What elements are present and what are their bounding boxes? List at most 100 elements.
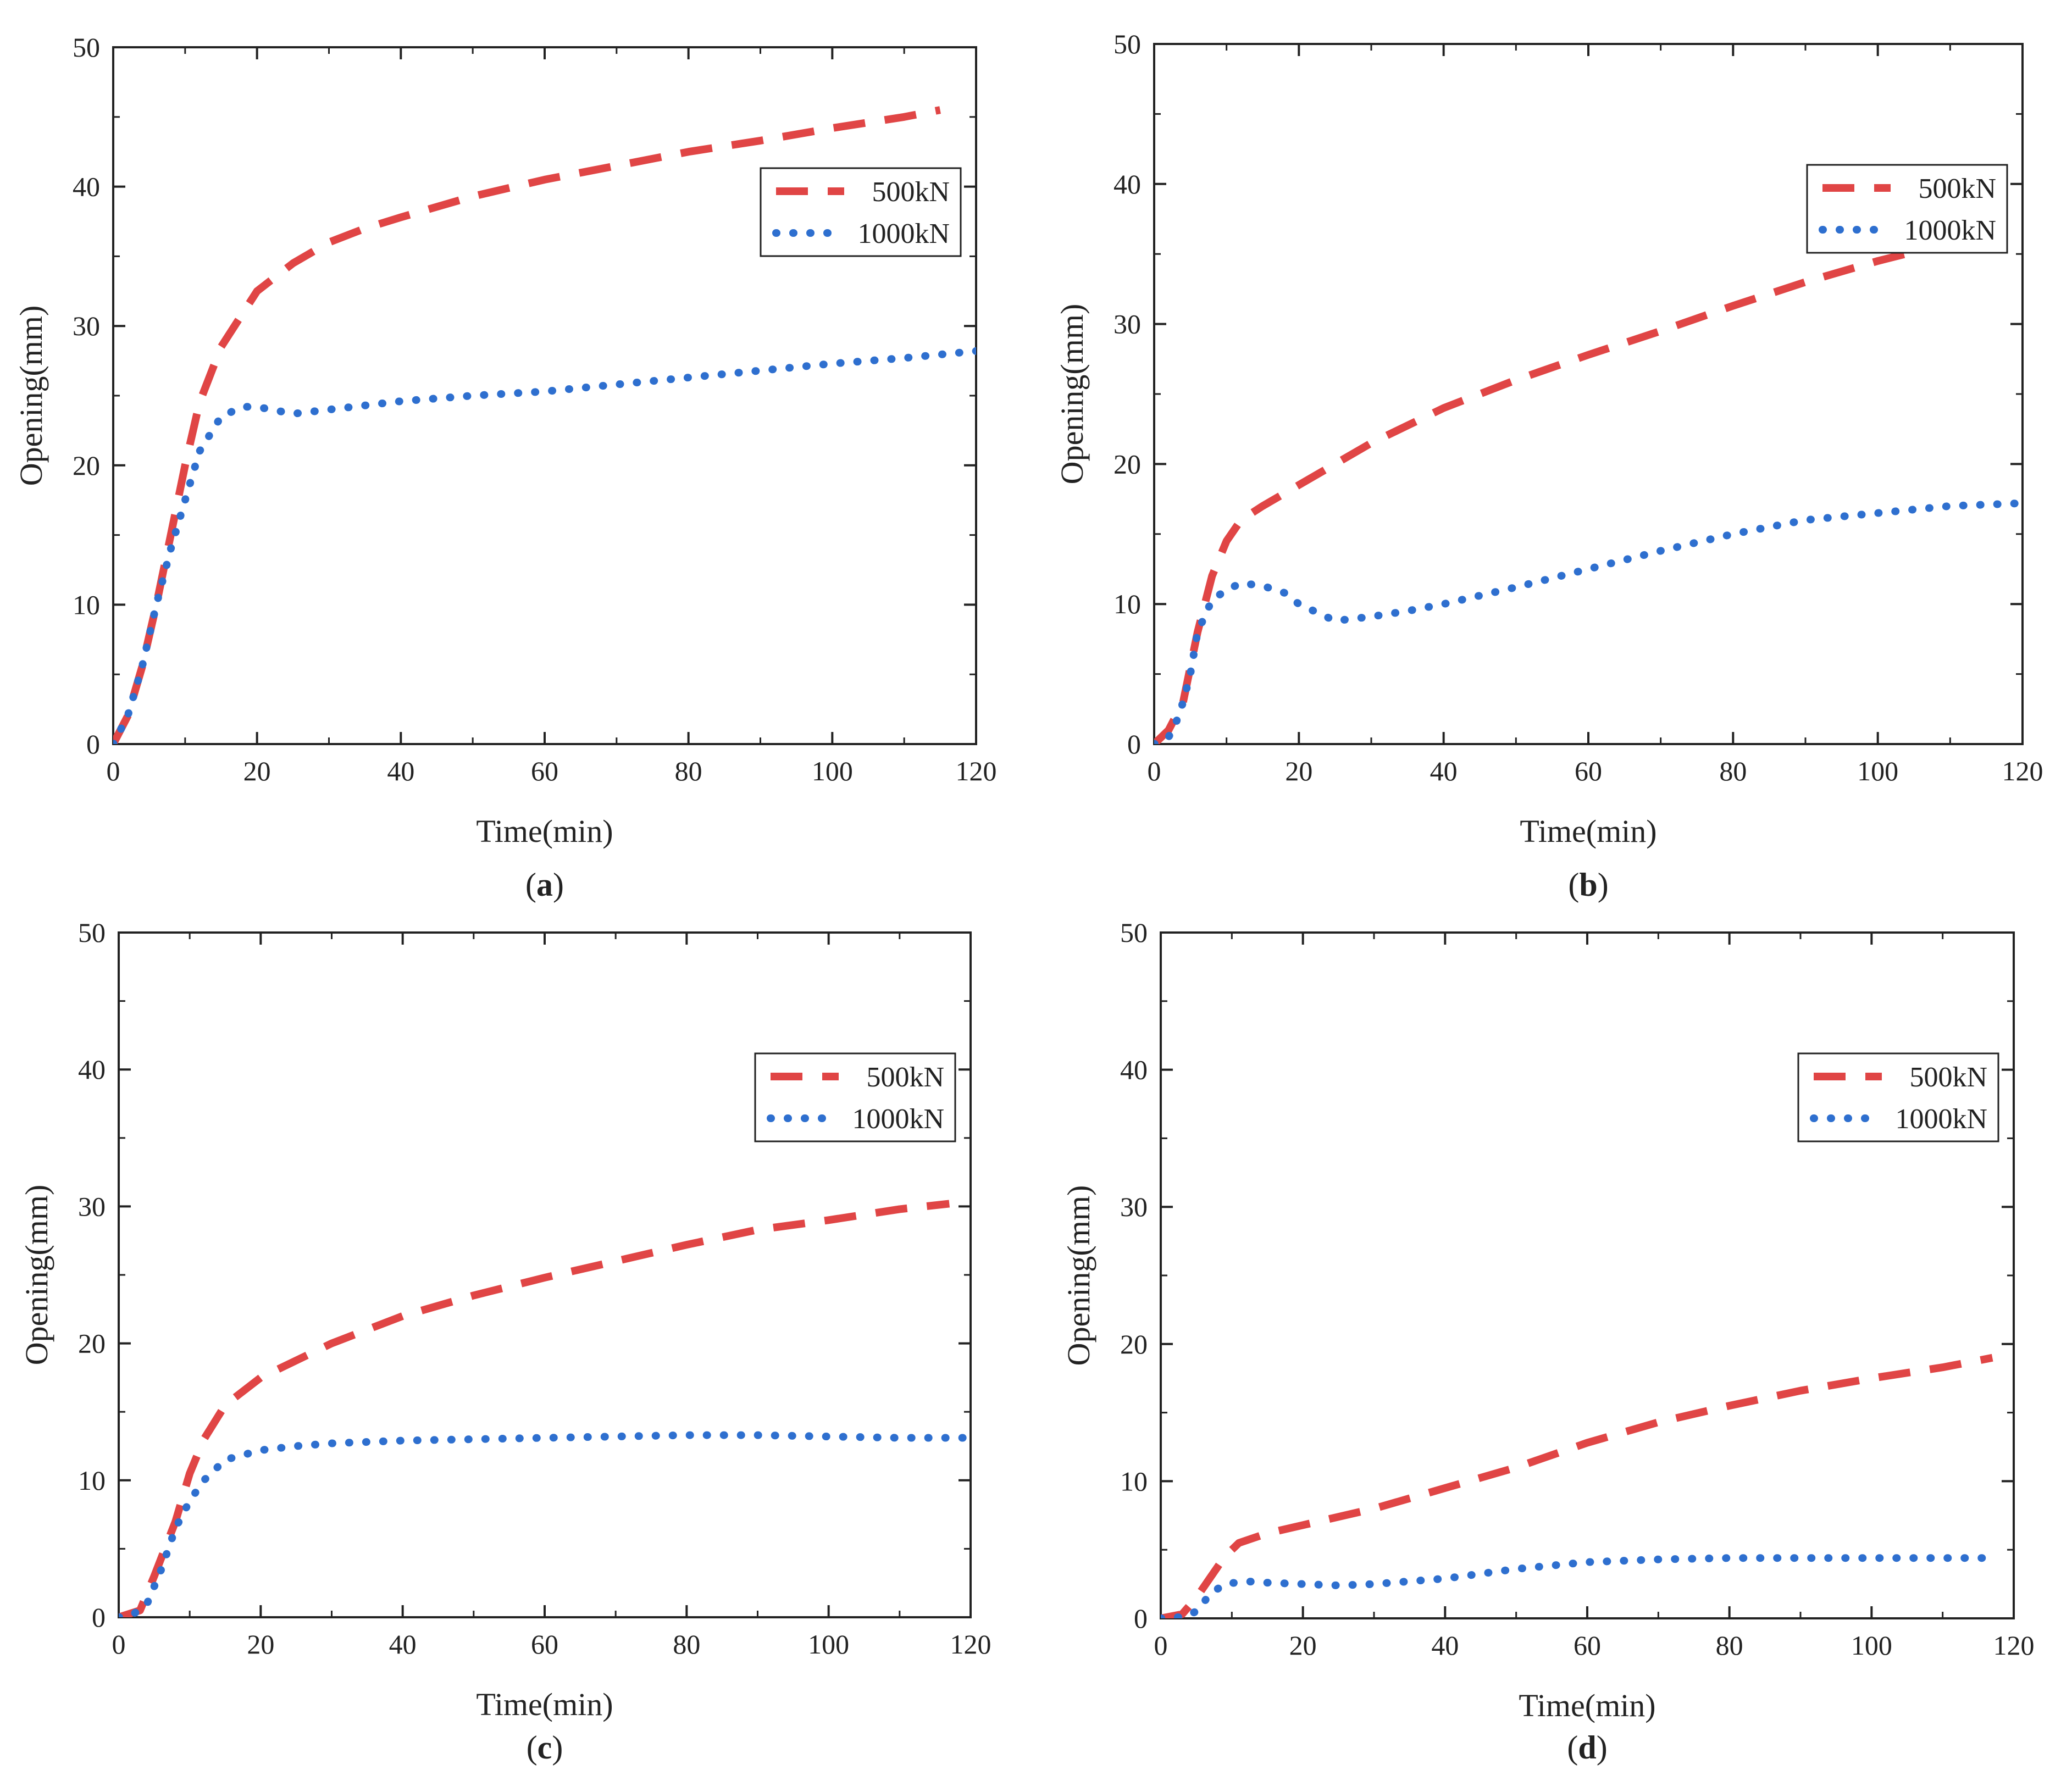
legend-label: 500kN bbox=[866, 1062, 944, 1093]
x-tick-label: 60 bbox=[531, 756, 558, 786]
y-tick-label: 40 bbox=[1113, 169, 1141, 199]
series-line-500kN bbox=[119, 1200, 950, 1617]
x-tick-label: 40 bbox=[389, 1629, 417, 1660]
legend-box bbox=[754, 1052, 956, 1142]
x-tick-label: 60 bbox=[531, 1629, 558, 1660]
x-tick-label: 80 bbox=[675, 756, 702, 786]
panel-label-open: ( bbox=[1567, 1729, 1578, 1766]
x-axis-title: Time(min) bbox=[1519, 1688, 1655, 1723]
y-tick-label: 20 bbox=[73, 450, 100, 481]
legend-label: 1000kN bbox=[857, 218, 950, 249]
y-tick-label: 50 bbox=[73, 32, 100, 63]
plot-frame bbox=[112, 46, 977, 745]
series-line-500kN bbox=[1154, 222, 2023, 744]
panel-label: (b) bbox=[1568, 867, 1608, 903]
legend-label: 1000kN bbox=[1904, 215, 1996, 246]
legend: 500kN 1000kN bbox=[760, 167, 962, 257]
legend-box bbox=[760, 167, 962, 257]
x-tick-label: 100 bbox=[808, 1629, 849, 1660]
panel-label-open: ( bbox=[525, 867, 536, 903]
y-tick-label: 50 bbox=[1113, 29, 1141, 59]
x-tick-label: 120 bbox=[1993, 1630, 2035, 1661]
plot-frame bbox=[1153, 43, 2024, 745]
x-tick-label: 20 bbox=[1285, 756, 1312, 786]
panel-label-close: ) bbox=[1597, 1729, 1608, 1766]
chart-panel-a: 0 20 40 60 80 100 120 0 10 20 30 40 50 Time(min) Openi… bbox=[13, 32, 997, 903]
chart-panel-b: 0 20 40 60 80 100 120 0 10 20 30 40 50 Time(min) Openi… bbox=[1054, 29, 2043, 903]
x-axis-title: Time(min) bbox=[476, 1686, 613, 1722]
plot-frame bbox=[1160, 931, 2015, 1619]
y-tick-label: 30 bbox=[73, 310, 100, 341]
y-tick-label: 0 bbox=[92, 1602, 106, 1633]
legend-label: 500kN bbox=[872, 176, 950, 208]
panel-label-close: ) bbox=[553, 867, 564, 903]
x-tick-label: 0 bbox=[107, 756, 120, 786]
y-tick-label: 0 bbox=[1127, 729, 1141, 759]
y-tick-label: 20 bbox=[1120, 1329, 1148, 1360]
x-tick-label: 100 bbox=[812, 756, 853, 786]
y-axis-title: Opening(mm) bbox=[1061, 1185, 1096, 1366]
x-tick-label: 40 bbox=[1431, 1630, 1459, 1661]
panel-label-open: ( bbox=[1568, 867, 1579, 903]
y-tick-label: 40 bbox=[73, 171, 100, 202]
x-tick-label: 40 bbox=[1430, 756, 1458, 786]
panel-label: (a) bbox=[525, 867, 564, 903]
x-tick-label: 20 bbox=[247, 1629, 274, 1660]
x-tick-label: 0 bbox=[1148, 756, 1161, 786]
legend: 500kN 1000kN bbox=[1797, 1052, 1999, 1142]
x-tick-label: 20 bbox=[243, 756, 271, 786]
y-tick-label: 0 bbox=[86, 729, 100, 759]
chart-panel-c: 0 20 40 60 80 100 120 0 10 20 30 40 50 Time(min) Openi… bbox=[19, 917, 991, 1766]
x-tick-label: 20 bbox=[1289, 1630, 1317, 1661]
y-tick-label: 20 bbox=[1113, 448, 1141, 479]
x-tick-label: 0 bbox=[112, 1629, 126, 1660]
y-tick-label: 40 bbox=[1120, 1055, 1148, 1085]
x-axis-title: Time(min) bbox=[1520, 813, 1656, 849]
y-tick-label: 20 bbox=[78, 1328, 106, 1359]
panel-label-close: ) bbox=[1598, 867, 1609, 903]
chart-panel-d: 0 20 40 60 80 100 120 0 10 20 30 40 50 Time(min) Openi… bbox=[1061, 917, 2035, 1766]
series-line-500kN bbox=[1161, 1353, 1993, 1618]
y-tick-label: 30 bbox=[78, 1191, 106, 1222]
panel-label-open: ( bbox=[527, 1729, 538, 1766]
x-tick-label: 40 bbox=[387, 756, 414, 786]
legend: 500kN 1000kN bbox=[754, 1052, 956, 1142]
x-tick-label: 60 bbox=[1575, 756, 1602, 786]
x-tick-label: 80 bbox=[1719, 756, 1747, 786]
x-tick-label: 80 bbox=[1716, 1630, 1743, 1661]
legend-label: 1000kN bbox=[1895, 1103, 1987, 1135]
panel-label-letter: a bbox=[536, 867, 553, 903]
x-tick-label: 80 bbox=[673, 1629, 700, 1660]
panel-label-letter: d bbox=[1578, 1729, 1596, 1766]
legend-box bbox=[1797, 1052, 1999, 1142]
y-tick-label: 50 bbox=[78, 917, 106, 948]
panel-label-letter: c bbox=[538, 1729, 552, 1766]
y-axis-title: Opening(mm) bbox=[19, 1185, 54, 1366]
legend-label: 500kN bbox=[1918, 173, 1996, 204]
y-tick-label: 0 bbox=[1134, 1603, 1148, 1634]
legend-label: 1000kN bbox=[852, 1103, 944, 1135]
y-tick-label: 10 bbox=[1113, 589, 1141, 619]
x-tick-label: 120 bbox=[956, 756, 997, 786]
x-tick-label: 0 bbox=[1154, 1630, 1168, 1661]
panel-label-close: ) bbox=[552, 1729, 563, 1766]
panel-label-letter: b bbox=[1579, 867, 1597, 903]
y-tick-label: 10 bbox=[78, 1465, 106, 1496]
legend-label: 500kN bbox=[1909, 1062, 1987, 1093]
x-tick-label: 120 bbox=[950, 1629, 991, 1660]
x-tick-label: 100 bbox=[1857, 756, 1898, 786]
legend-box bbox=[1806, 164, 2008, 254]
panel-label: (c) bbox=[527, 1729, 563, 1766]
panel-label: (d) bbox=[1567, 1729, 1607, 1766]
x-tick-label: 100 bbox=[1851, 1630, 1892, 1661]
y-tick-label: 10 bbox=[1120, 1466, 1148, 1496]
series-line-1000kN bbox=[119, 1431, 971, 1617]
series-line-1000kN bbox=[1154, 499, 2023, 744]
y-axis-title: Opening(mm) bbox=[1054, 304, 1090, 485]
x-tick-label: 60 bbox=[1574, 1630, 1601, 1661]
x-tick-label: 120 bbox=[2002, 756, 2043, 786]
legend: 500kN 1000kN bbox=[1806, 164, 2008, 254]
series-line-1000kN bbox=[1161, 1554, 1997, 1618]
series-line-1000kN bbox=[113, 347, 976, 744]
